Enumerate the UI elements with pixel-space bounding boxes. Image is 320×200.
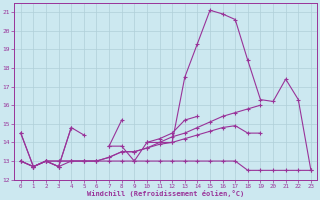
- X-axis label: Windchill (Refroidissement éolien,°C): Windchill (Refroidissement éolien,°C): [87, 190, 244, 197]
